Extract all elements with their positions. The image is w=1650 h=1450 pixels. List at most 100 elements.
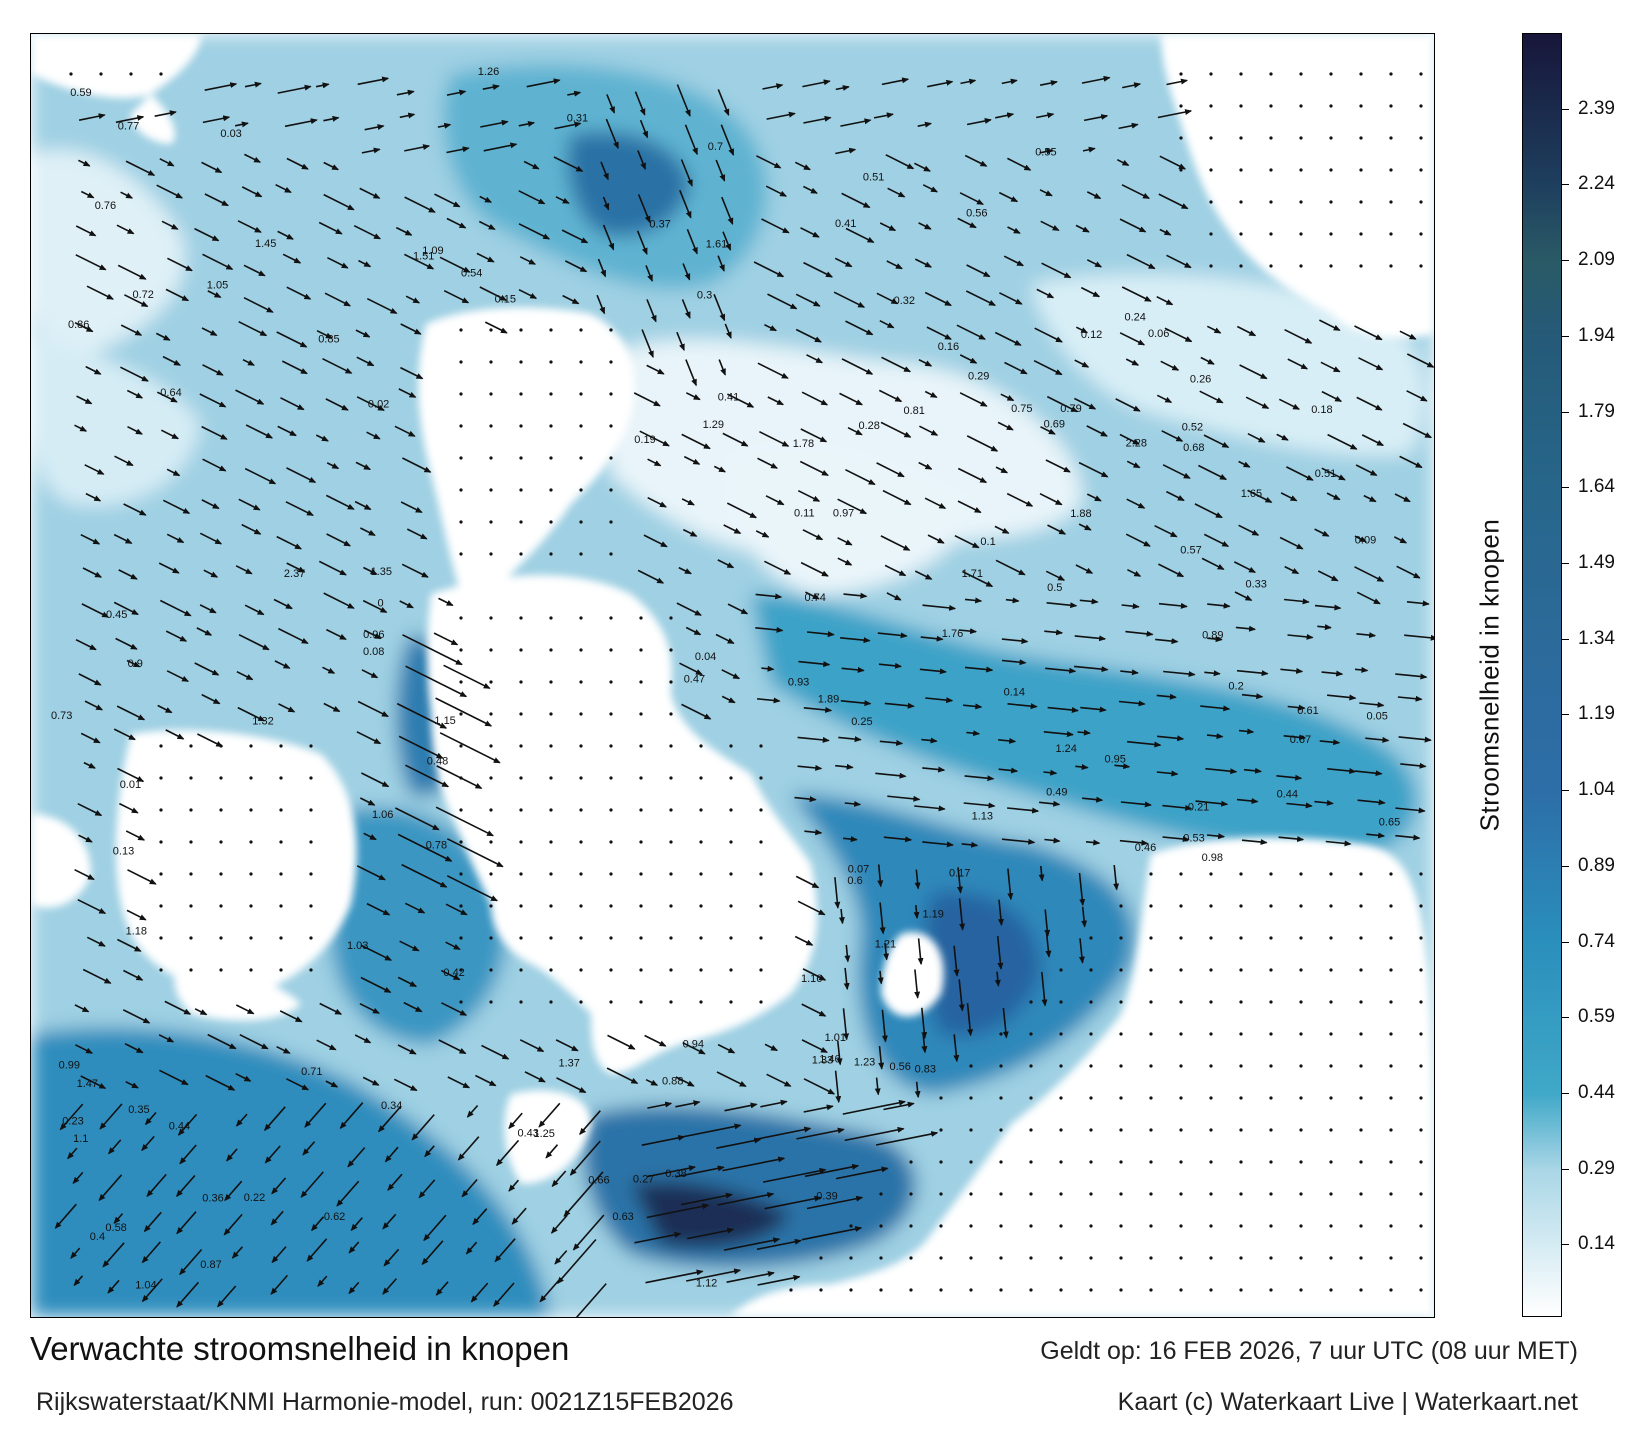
speed-label: 0.93	[788, 677, 809, 689]
calm-dot-icon	[1089, 968, 1093, 972]
current-arrow-icon	[554, 121, 582, 130]
current-arrow-icon	[1045, 570, 1066, 581]
calm-dot-icon	[1389, 1032, 1393, 1036]
current-arrow-icon	[927, 534, 945, 544]
current-arrow-icon	[355, 329, 371, 338]
current-speed-map[interactable]: 0.17 0.27 0.25 0.26 0.24 0.51 0.44 0.43 0.34 0.33…	[30, 33, 1435, 1318]
current-arrow-icon	[766, 1073, 792, 1087]
current-arrow-icon	[302, 1141, 316, 1156]
current-arrow-icon	[841, 666, 865, 673]
current-arrow-icon	[1127, 568, 1142, 577]
current-arrow-icon	[1327, 694, 1357, 701]
current-arrow-icon	[399, 940, 420, 952]
current-arrow-icon	[1206, 733, 1224, 740]
current-arrow-icon	[54, 1203, 77, 1229]
speed-label: 0.2	[1228, 680, 1243, 692]
calm-dot-icon	[1149, 1000, 1153, 1004]
calm-dot-icon	[969, 1160, 973, 1164]
current-arrow-icon	[126, 909, 147, 921]
current-arrow-icon	[126, 659, 141, 668]
calm-dot-icon	[519, 1000, 523, 1004]
calm-dot-icon	[159, 840, 163, 844]
calm-dot-icon	[1089, 1096, 1093, 1100]
current-arrow-icon	[804, 1163, 860, 1178]
legend-label-text: Stroomsnelheid in knopen	[1474, 518, 1505, 832]
calm-dot-icon	[1299, 936, 1303, 940]
current-arrow-icon	[913, 905, 920, 919]
current-arrow-icon	[1356, 396, 1383, 411]
current-arrow-icon	[1234, 591, 1253, 602]
current-arrow-icon	[1007, 703, 1038, 710]
current-arrow-icon	[1287, 358, 1309, 370]
calm-dot-icon	[1149, 1128, 1153, 1132]
calm-dot-icon	[939, 1192, 943, 1196]
calm-dot-icon	[1269, 200, 1273, 204]
current-arrow-icon	[125, 830, 146, 841]
current-arrow-icon	[366, 902, 391, 916]
calm-dot-icon	[129, 72, 133, 76]
calm-dot-icon	[759, 968, 763, 972]
current-arrow-icon	[961, 841, 979, 848]
calm-dot-icon	[1419, 232, 1423, 236]
current-arrow-icon	[884, 564, 907, 577]
current-arrow-icon	[997, 899, 1004, 926]
speed-label: 1.71	[962, 568, 983, 580]
current-arrow-icon	[519, 256, 536, 265]
current-arrow-icon	[162, 499, 191, 515]
speed-label: 1.26	[478, 66, 499, 78]
current-arrow-icon	[922, 184, 938, 193]
speed-label: 0.31	[567, 112, 588, 124]
current-arrow-icon	[1157, 109, 1193, 119]
current-arrow-icon	[959, 392, 988, 407]
current-arrow-icon	[800, 561, 829, 577]
calm-dot-icon	[879, 1288, 883, 1292]
calm-dot-icon	[519, 424, 523, 428]
current-arrow-icon	[264, 1106, 286, 1131]
current-arrow-icon	[602, 196, 610, 211]
current-arrow-icon	[1356, 591, 1381, 605]
current-arrow-icon	[158, 562, 180, 574]
current-arrow-icon	[400, 501, 423, 514]
calm-dot-icon	[579, 424, 583, 428]
current-arrow-icon	[966, 435, 999, 452]
calm-dot-icon	[489, 424, 493, 428]
current-arrow-icon	[480, 119, 509, 128]
speed-label: 0.76	[95, 200, 116, 212]
current-arrow-icon	[202, 115, 231, 124]
current-arrow-icon	[647, 458, 662, 467]
calm-dot-icon	[1329, 1064, 1333, 1068]
current-arrow-icon	[606, 94, 616, 114]
current-arrow-icon	[162, 355, 181, 366]
current-arrow-icon	[1241, 693, 1264, 700]
current-arrow-icon	[1321, 670, 1344, 677]
current-arrow-icon	[405, 665, 468, 698]
current-arrow-icon	[496, 1139, 520, 1167]
current-arrow-icon	[722, 432, 749, 447]
current-arrow-icon	[926, 326, 952, 340]
calm-dot-icon	[549, 808, 553, 812]
current-arrow-icon	[921, 1007, 928, 1040]
calm-dot-icon	[999, 1128, 1003, 1132]
current-arrow-icon	[325, 398, 349, 411]
calm-dot-icon	[159, 744, 163, 748]
calm-dot-icon	[549, 712, 553, 716]
calm-dot-icon	[1299, 136, 1303, 140]
current-arrow-icon	[358, 259, 372, 268]
current-arrow-icon	[1325, 840, 1352, 847]
current-arrow-icon	[922, 604, 957, 611]
current-arrow-icon	[959, 192, 984, 206]
legend-tick-mark	[1561, 1092, 1569, 1094]
speed-label: 0.9	[128, 658, 143, 670]
current-arrow-icon	[766, 111, 796, 120]
calm-dot-icon	[459, 840, 463, 844]
legend-tick-mark	[1561, 865, 1569, 867]
current-arrow-icon	[159, 1069, 189, 1086]
calm-dot-icon	[1239, 200, 1243, 204]
calm-dot-icon	[729, 840, 733, 844]
speed-label: 0.73	[51, 710, 72, 722]
current-arrow-icon	[78, 834, 93, 843]
current-arrow-icon	[717, 255, 725, 272]
calm-dot-icon	[1359, 168, 1363, 172]
calm-dot-icon	[1269, 1000, 1273, 1004]
current-arrow-icon	[838, 736, 862, 743]
